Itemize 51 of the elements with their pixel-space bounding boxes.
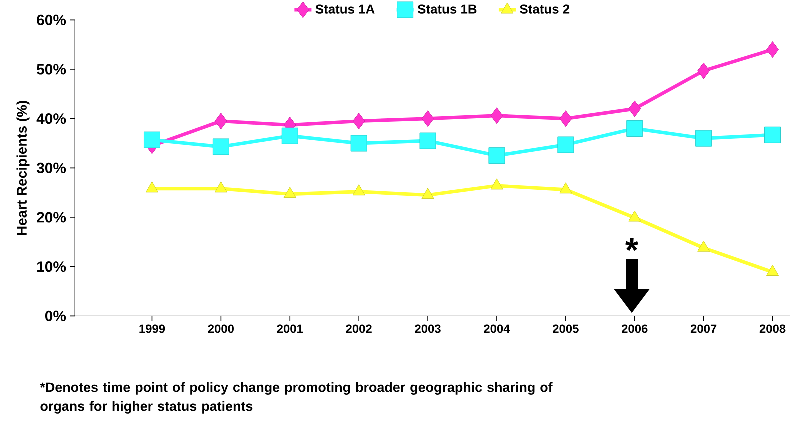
legend-label: Status 2 (520, 4, 570, 14)
point (214, 112, 228, 130)
point (696, 130, 712, 147)
point (628, 100, 642, 118)
point (560, 110, 572, 128)
point (626, 120, 644, 137)
y-tick-label: 60% (37, 14, 66, 26)
point (628, 210, 642, 222)
point (284, 186, 296, 198)
x-tick-label: 2004 (484, 324, 510, 334)
point (212, 138, 230, 156)
y-tick-label: 30% (36, 162, 66, 174)
y-tick-label: 0% (45, 310, 66, 322)
annotation: * (626, 238, 639, 252)
text: *Denotes time point of policy change promoting broader geographic sharing of organs for higher status patients (40, 382, 553, 414)
x-tick-label: 2002 (346, 324, 372, 334)
x-tick-label: 2006 (622, 324, 648, 334)
point (558, 136, 574, 154)
point (560, 182, 572, 194)
point (352, 184, 366, 196)
point (146, 182, 159, 193)
point (422, 188, 434, 199)
x-tick-label: 1999 (140, 324, 166, 334)
point (766, 41, 780, 58)
y-tick-label: 50% (37, 64, 66, 75)
point (490, 108, 504, 124)
x-tick-label: 2001 (277, 324, 304, 334)
point (698, 240, 710, 252)
y-tick-label: 10% (38, 261, 66, 272)
point (766, 264, 780, 276)
point (420, 132, 436, 150)
x-tick-label: 2007 (690, 324, 717, 334)
point (352, 112, 366, 130)
point (144, 132, 160, 148)
y-tick-label: 40% (36, 113, 66, 124)
point (422, 110, 434, 128)
y-axis-title: Heart Recipients (%) (16, 100, 30, 235)
point (282, 128, 298, 144)
point (214, 182, 228, 193)
point (698, 62, 710, 80)
point (488, 148, 506, 164)
legend-label: Status 1A (316, 4, 375, 14)
y-tick-label: 20% (37, 212, 66, 223)
point (350, 135, 368, 152)
legend-label: Status 1B (418, 4, 477, 14)
x-tick-label: 2008 (760, 324, 786, 334)
x-tick-label: 2003 (415, 324, 441, 334)
point (764, 126, 782, 144)
x-tick-label: 2005 (553, 324, 579, 334)
point (490, 178, 504, 190)
x-tick-label: 2000 (208, 324, 234, 334)
